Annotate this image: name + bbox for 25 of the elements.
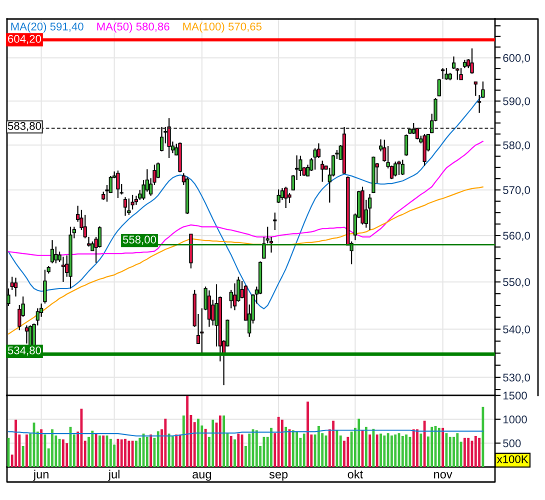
y-tick-label: 530,0 [503,374,530,383]
y-tick-label: 570,0 [503,186,530,196]
x-tick-label: aug [192,472,211,481]
x-tick-label: jul [108,470,120,481]
x-tick-label: nov [434,472,452,478]
x-tick-label: okt [348,470,363,478]
x-tick-label: sep [269,472,288,481]
y-axis-title: x100K [496,455,528,464]
y-tick-label: 540,0 [503,325,530,335]
ref-line-label: 604,20 [8,34,42,44]
text: MA(20) 591,40 [11,22,84,33]
x-tick-label: jun [33,470,48,481]
y-tick-label: 560,0 [503,232,530,241]
y-tick-label: 550,0 [503,278,530,288]
text: MA(100) 570,65 [183,22,262,33]
y-tick-label: 590,0 [503,97,530,107]
ref-line-label: 534,80 [8,346,42,356]
ref-line-label: 583,80 [8,122,42,132]
y-tick-label: 1500 [503,392,527,400]
y-tick-label: 580,0 [503,141,530,151]
y-tick-label: 600,0 [503,54,530,64]
y-tick-label: 500 [503,439,521,448]
ref-line-label: 558,00 [122,236,156,245]
y-tick-label: 1000 [503,416,527,424]
text: MA(50) 580,86 [97,22,170,33]
